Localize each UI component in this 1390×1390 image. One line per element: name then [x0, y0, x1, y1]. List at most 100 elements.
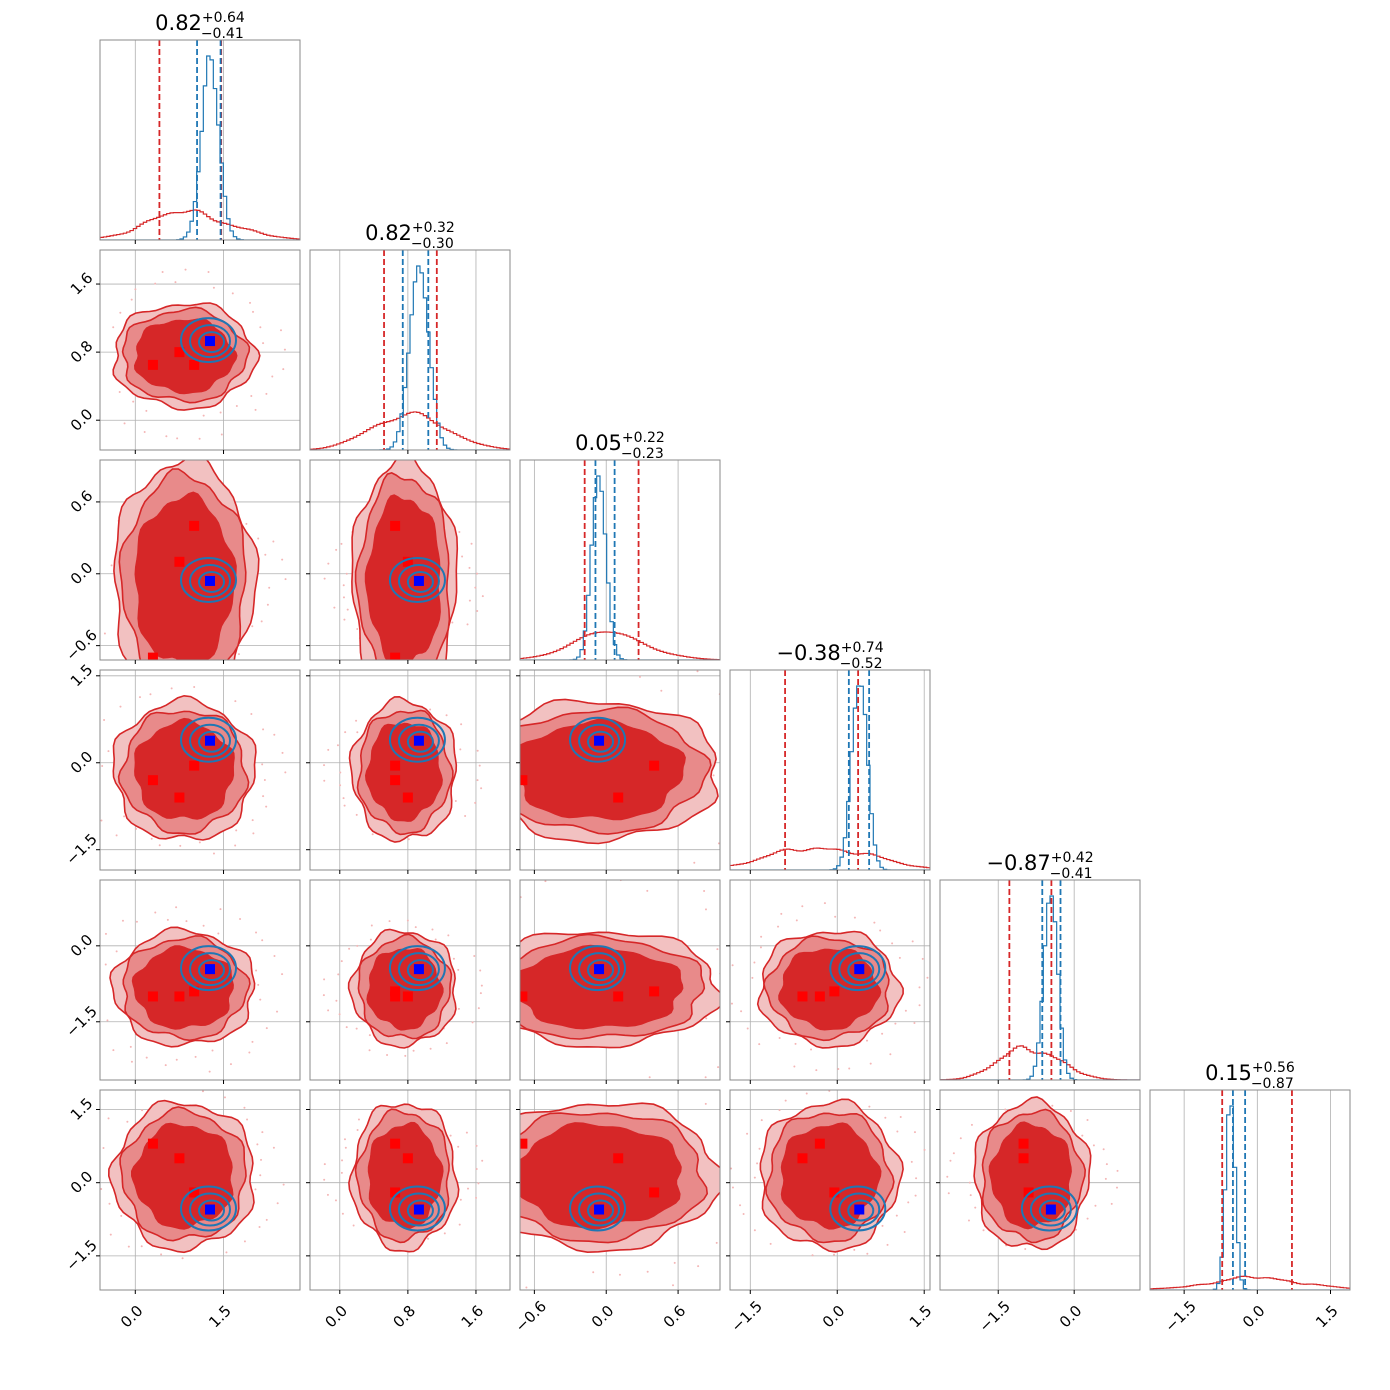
- scatter-point: [947, 1192, 950, 1195]
- x-tick-label: 1.5: [906, 1302, 936, 1332]
- panel-frame: [99, 459, 301, 661]
- panel-title: 0.05+0.22 −0.23: [575, 430, 665, 462]
- scatter-point: [92, 949, 94, 951]
- scatter-point: [613, 666, 615, 668]
- contour-blue: [180, 1185, 237, 1232]
- scatter-point: [343, 804, 346, 807]
- scatter-point: [697, 1265, 700, 1268]
- x-tick-label: −0.6: [512, 1297, 550, 1335]
- truth-marker: [413, 575, 424, 586]
- scatter-point: [339, 784, 342, 787]
- scatter-point: [103, 719, 106, 722]
- scatter-point: [107, 1117, 110, 1120]
- contour-blue: [578, 723, 621, 758]
- mode-marker-red: [797, 1153, 808, 1164]
- contour-red-inner: [364, 722, 443, 822]
- scatter-point: [185, 920, 188, 923]
- panel-5-5: 0.15+0.56 −0.87: [1149, 1060, 1351, 1294]
- title-plus: +0.56: [1252, 1060, 1295, 1076]
- scatter-point: [891, 942, 894, 945]
- scatter-point: [90, 802, 92, 804]
- scatter-point: [473, 954, 476, 957]
- contour-red-inner: [364, 494, 441, 660]
- scatter-point: [913, 1131, 916, 1134]
- mode-marker-red: [390, 652, 401, 660]
- scatter-point: [778, 1109, 781, 1112]
- scatter-point: [703, 889, 706, 892]
- scatter-point: [120, 1214, 123, 1217]
- mode-marker-red: [613, 792, 624, 803]
- scatter-point: [540, 1294, 542, 1296]
- scatter-point: [217, 932, 220, 935]
- scatter-point: [284, 771, 287, 774]
- panel-content: [520, 880, 720, 1085]
- panel-frame: [1149, 1089, 1351, 1291]
- scatter-point: [725, 1124, 727, 1126]
- panel-3-2: [516, 666, 721, 874]
- mode-marker-red: [174, 556, 185, 567]
- scatter-point: [1081, 1134, 1084, 1137]
- contour-blue: [847, 959, 875, 982]
- scatter-point: [184, 268, 187, 271]
- scatter-point: [918, 986, 921, 989]
- scatter-point: [100, 819, 103, 822]
- scatter-point: [235, 404, 238, 407]
- scatter-point: [282, 368, 285, 371]
- scatter-point: [327, 1009, 330, 1012]
- scatter-point: [623, 1083, 625, 1085]
- scatter-point: [345, 1026, 348, 1029]
- contour-blue: [180, 945, 237, 992]
- x-tick-label: 1.6: [458, 1302, 488, 1332]
- contour-red-inner: [134, 491, 237, 660]
- contour-blue: [578, 1192, 621, 1227]
- scatter-point: [760, 935, 763, 938]
- scatter-point: [479, 992, 482, 995]
- scatter-point: [272, 1146, 275, 1149]
- scatter-point: [369, 938, 372, 941]
- scatter-point: [946, 1175, 949, 1178]
- scatter-point: [648, 1076, 651, 1079]
- scatter-point: [245, 522, 248, 525]
- panel-4-4: −0.87+0.42 −0.41: [939, 850, 1141, 1084]
- y-tick-label: 0.6: [67, 487, 97, 517]
- scatter-point: [134, 288, 137, 291]
- contour-blue: [406, 730, 434, 753]
- scatter-point: [868, 1105, 871, 1108]
- scatter-point: [407, 838, 410, 841]
- mode-marker-red: [649, 1187, 660, 1198]
- panel-content: [100, 460, 300, 660]
- scatter-point: [123, 815, 126, 818]
- scatter-point: [323, 1178, 326, 1181]
- scatter-point: [833, 1253, 836, 1256]
- scatter-point: [573, 1304, 575, 1306]
- panel-frame: [309, 1089, 511, 1291]
- scatter-point: [404, 1054, 407, 1057]
- contour-blue: [838, 952, 881, 987]
- scatter-point: [1115, 1186, 1118, 1189]
- panel-content: [310, 460, 510, 660]
- scatter-point: [220, 433, 223, 436]
- panel-frame: [99, 669, 301, 871]
- panel-4-0: [92, 879, 301, 1084]
- contour-blue: [397, 723, 440, 758]
- panel-title: 0.82+0.32 −0.30: [365, 220, 455, 252]
- scatter-point: [338, 1013, 341, 1016]
- scatter-point: [268, 586, 271, 589]
- mode-marker-red: [1023, 1187, 1034, 1198]
- scatter-point: [739, 1204, 742, 1207]
- histogram-blue: [1150, 1105, 1350, 1290]
- panel-content: [310, 880, 510, 1080]
- scatter-point: [445, 714, 448, 717]
- scatter-point: [260, 620, 263, 623]
- scatter-point: [712, 774, 715, 777]
- scatter-point: [881, 1224, 884, 1227]
- scatter-point: [544, 880, 547, 883]
- scatter-point: [911, 940, 914, 943]
- scatter-point: [281, 973, 284, 976]
- scatter-point: [1024, 1248, 1027, 1251]
- scatter-point: [1086, 1217, 1089, 1220]
- panel-content: [940, 880, 1140, 1080]
- scatter-point: [696, 670, 699, 673]
- mode-marker-red: [147, 1138, 158, 1149]
- scatter-point: [356, 627, 359, 630]
